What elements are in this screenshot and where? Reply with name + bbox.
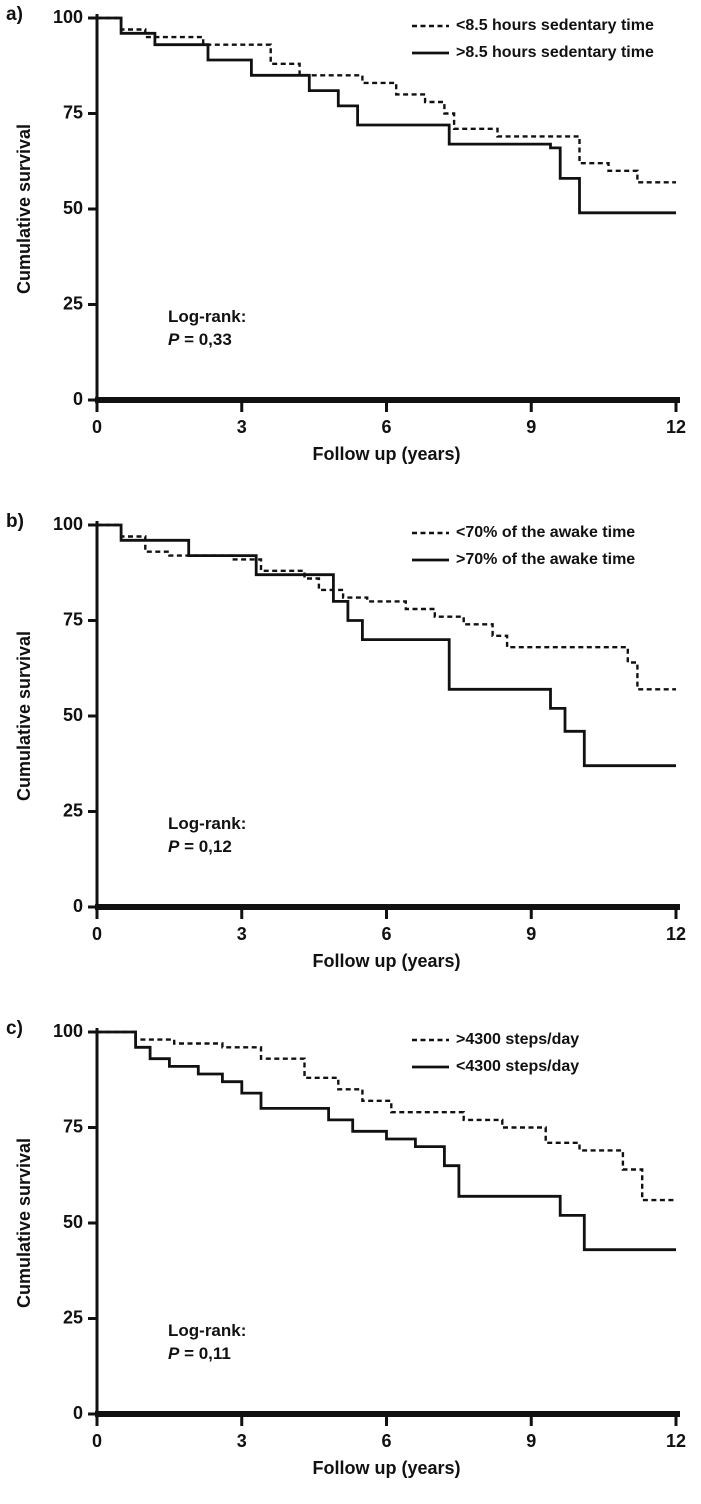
series-line-dashed (97, 1030, 676, 1202)
y-tick-label: 0 (73, 1403, 83, 1423)
series-line-solid (97, 1030, 676, 1252)
y-tick-label: 100 (53, 514, 83, 534)
x-tick-label: 0 (92, 1431, 102, 1451)
x-tick-label: 9 (526, 1431, 536, 1451)
km-chart-a: 0 25 50 75 100 0 3 6 9 12 Follow up (years) Cumulat… (14, 7, 686, 464)
y-axis-title: Cumulative survival (14, 124, 34, 294)
panel-label-c: c) (6, 1018, 23, 1039)
series-line-dashed (97, 16, 676, 184)
y-axis-title: Cumulative survival (14, 631, 34, 801)
x-axis-title: Follow up (years) (312, 951, 460, 971)
km-panel-b: b) 0 25 50 75 100 0 3 6 9 12 Follow up (years) Cumu… (0, 509, 701, 979)
panel-label-b: b) (6, 511, 24, 532)
legend-label: <8.5 hours sedentary time (456, 17, 654, 34)
logrank-title: Log-rank: (168, 1321, 246, 1340)
x-tick-label: 9 (526, 924, 536, 944)
x-tick-label: 12 (666, 417, 686, 437)
logrank-title: Log-rank: (168, 307, 246, 326)
y-tick-label: 50 (63, 1212, 83, 1232)
series-line-dashed (97, 523, 676, 691)
x-axis-title: Follow up (years) (312, 444, 460, 464)
x-tick-label: 12 (666, 924, 686, 944)
y-tick-label: 75 (63, 102, 83, 122)
x-tick-label: 6 (381, 1431, 391, 1451)
x-tick-label: 12 (666, 1431, 686, 1451)
y-axis-title: Cumulative survival (14, 1138, 34, 1308)
km-panel-c: c) 0 25 50 75 100 0 3 6 9 12 Follow up (years) Cumu… (0, 1016, 701, 1486)
x-tick-label: 9 (526, 417, 536, 437)
x-tick-label: 3 (237, 1431, 247, 1451)
x-tick-label: 3 (237, 924, 247, 944)
legend-label: >4300 steps/day (456, 1031, 579, 1048)
y-tick-label: 75 (63, 1116, 83, 1136)
y-tick-label: 0 (73, 389, 83, 409)
legend-label: >8.5 hours sedentary time (456, 44, 654, 61)
km-chart-b: 0 25 50 75 100 0 3 6 9 12 Follow up (years) Cumulat… (14, 514, 686, 971)
legend-label: <4300 steps/day (456, 1058, 579, 1075)
x-tick-label: 0 (92, 417, 102, 437)
y-tick-label: 25 (63, 1307, 83, 1327)
y-tick-label: 25 (63, 800, 83, 820)
legend-label: >70% of the awake time (456, 551, 635, 568)
x-tick-label: 6 (381, 924, 391, 944)
y-tick-label: 100 (53, 7, 83, 27)
logrank-p-value: P = 0,33 (168, 330, 232, 349)
y-tick-label: 50 (63, 198, 83, 218)
y-tick-label: 100 (53, 1021, 83, 1041)
series-line-solid (97, 16, 676, 215)
x-tick-label: 6 (381, 417, 391, 437)
logrank-title: Log-rank: (168, 814, 246, 833)
km-panel-a: a) 0 25 50 75 100 0 3 6 9 12 Follow up (years) Cumu… (0, 2, 701, 472)
x-tick-label: 0 (92, 924, 102, 944)
km-chart-c: 0 25 50 75 100 0 3 6 9 12 Follow up (years) Cumulat… (14, 1021, 686, 1478)
x-tick-label: 3 (237, 417, 247, 437)
legend-label: <70% of the awake time (456, 524, 635, 541)
series-line-solid (97, 523, 676, 768)
panel-label-a: a) (6, 4, 23, 25)
logrank-p-value: P = 0,11 (168, 1344, 231, 1363)
y-tick-label: 0 (73, 896, 83, 916)
x-axis-title: Follow up (years) (312, 1458, 460, 1478)
y-tick-label: 50 (63, 705, 83, 725)
y-tick-label: 75 (63, 609, 83, 629)
y-tick-label: 25 (63, 293, 83, 313)
logrank-p-value: P = 0,12 (168, 837, 232, 856)
